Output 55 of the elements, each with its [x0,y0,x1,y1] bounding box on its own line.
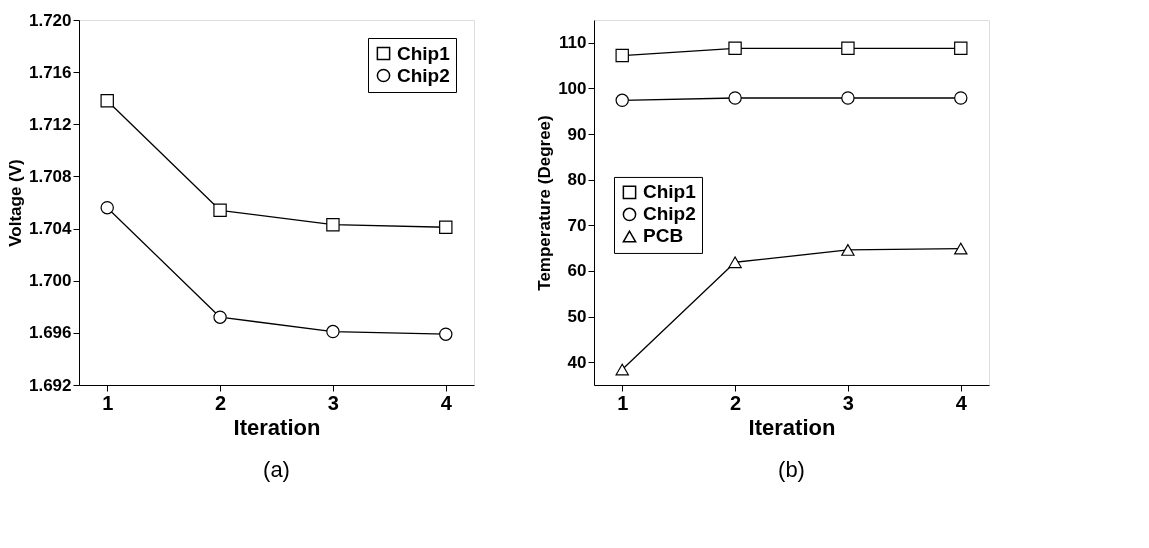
y-tick-label: 1.704 [28,219,73,239]
y-tick-label: 1.696 [28,323,72,343]
legend-label: PCB [643,225,684,247]
point [615,363,629,376]
y-tick-label: 100 [558,78,587,98]
point [326,324,340,339]
x-tick-label: 3 [327,391,339,414]
y-tick-label: 70 [567,215,587,235]
point [841,41,855,56]
point [954,242,968,255]
point [954,91,968,105]
y-tick-label: 1.716 [28,62,72,82]
legend-label: Chip2 [643,203,696,225]
y-tick-label: 80 [567,170,587,190]
x-tick-label: 4 [440,391,453,414]
text: (a) [263,457,290,482]
y-tick-label: 1.712 [28,114,72,134]
point [213,310,227,324]
y-tick-label: 1.700 [28,271,72,291]
y-tick-label: 110 [559,33,587,53]
y-tick-label: 1.720 [28,10,72,30]
point [100,201,114,215]
x-tick-label: 4 [955,391,968,414]
point [439,327,453,341]
y-tick-label: 90 [567,124,587,144]
x-tick-label: 1 [102,391,114,414]
y-tick-label: 1.692 [28,375,72,395]
point [841,244,855,256]
x-tick-label: 2 [215,391,227,414]
y-tick-label: 1.708 [28,166,72,186]
point [100,94,114,108]
legend-label: Chip1 [397,42,451,64]
legend-label: Chip1 [643,181,697,203]
x-axis-title: Iteration [748,414,836,440]
point [954,41,968,56]
point [841,91,855,105]
point [326,217,340,232]
point [728,41,742,56]
y-axis-title: Voltage (V) [5,159,25,247]
x-tick-label: 2 [730,391,742,414]
point [728,256,742,269]
y-tick-label: 40 [567,352,587,372]
y-tick-label: 60 [567,261,587,281]
y-tick-label: 50 [567,307,587,327]
y-axis-title: Temperature (Degree) [535,115,555,291]
point [728,91,742,105]
text: (b) [778,457,805,482]
point [213,203,227,218]
x-axis-title: Iteration [233,414,321,440]
x-tick-label: 3 [842,391,854,414]
x-tick-label: 1 [617,391,629,414]
point [615,48,629,63]
point [439,220,453,234]
legend-label: Chip2 [397,64,450,86]
point [615,93,629,108]
